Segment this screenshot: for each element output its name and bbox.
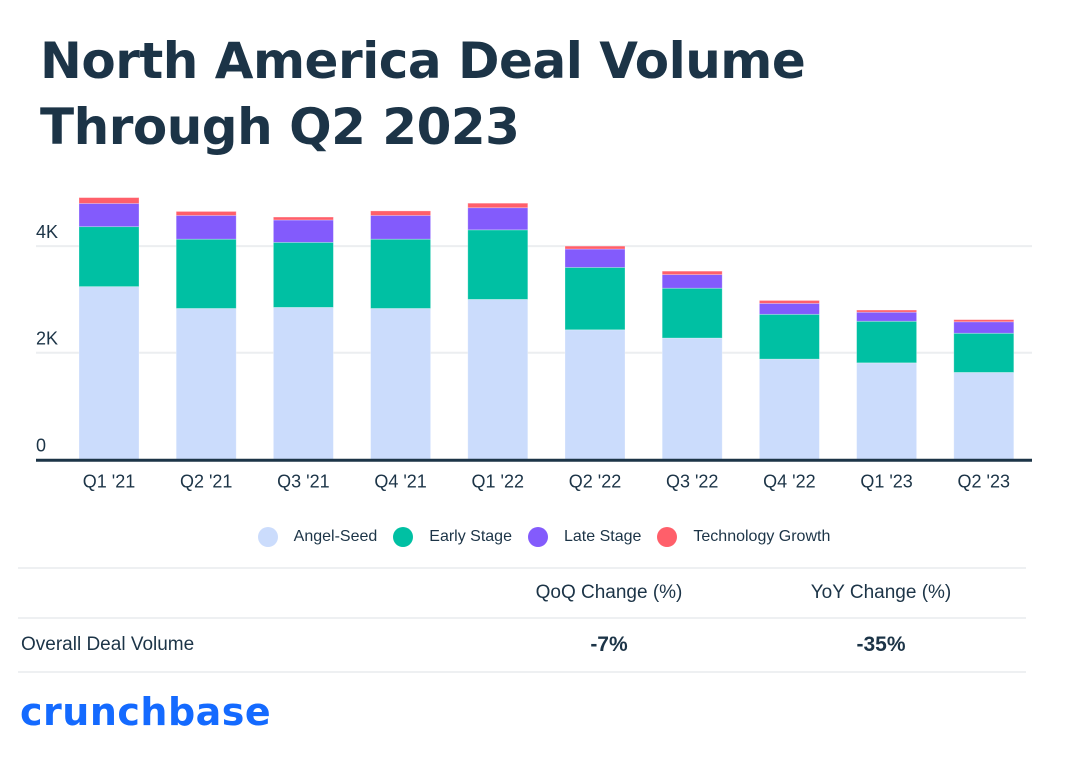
bar-segment-technology-growth[interactable] [467, 202, 529, 209]
bar-segment-early-stage[interactable] [564, 267, 626, 331]
bar-segment-angel-seed[interactable] [856, 362, 917, 460]
legend-item-technology-growth[interactable]: Technology Growth [657, 527, 830, 547]
bar-segment-technology-growth[interactable] [272, 216, 334, 221]
y-tick-label: 4K [36, 222, 58, 242]
bar-segment-late-stage[interactable] [175, 215, 237, 240]
bar-segment-technology-growth[interactable] [953, 319, 1015, 323]
bar-segment-early-stage[interactable] [467, 229, 529, 300]
stats-header-row: QoQ Change (%) YoY Change (%) [18, 567, 1026, 617]
legend-label: Late Stage [563, 528, 642, 545]
bar-segment-technology-growth[interactable] [175, 211, 237, 216]
chart-title: North America Deal Volume Through Q2 202… [40, 32, 806, 156]
bar-segment-angel-seed[interactable] [759, 358, 820, 460]
bar-segment-late-stage[interactable] [661, 274, 723, 289]
bar-segment-late-stage[interactable] [564, 248, 626, 268]
bar-segment-angel-seed[interactable] [564, 329, 626, 460]
bar-segment-angel-seed[interactable] [78, 286, 140, 460]
bar-segment-late-stage[interactable] [272, 219, 334, 243]
bar-segment-early-stage[interactable] [759, 313, 820, 360]
bar-segment-early-stage[interactable] [953, 332, 1015, 373]
bar-segment-early-stage[interactable] [661, 287, 723, 339]
x-tick-label: Q3 '22 [666, 471, 718, 491]
legend: Angel-Seed Early Stage Late Stage Techno… [0, 527, 1088, 547]
x-tick-label: Q1 '22 [472, 471, 524, 491]
y-tick-label: 0 [36, 435, 46, 455]
bar-segment-technology-growth[interactable] [661, 270, 723, 276]
bar-segment-early-stage[interactable] [856, 320, 917, 364]
bar-segment-technology-growth[interactable] [370, 210, 432, 216]
stats-row: Overall Deal Volume -7% -35% [18, 617, 1026, 673]
legend-item-angel-seed[interactable]: Angel-Seed [257, 527, 378, 547]
legend-swatch-early-stage [393, 527, 414, 547]
x-tick-label: Q1 '23 [860, 471, 912, 491]
x-tick-label: Q3 '21 [277, 471, 329, 491]
x-tick-label: Q2 '22 [569, 471, 621, 491]
stats-qoq-value: -7% [590, 633, 628, 656]
crunchbase-logo: crunchbase [20, 690, 272, 734]
bar-segment-angel-seed[interactable] [370, 308, 432, 460]
bar-segment-angel-seed[interactable] [272, 306, 334, 460]
bar-segment-late-stage[interactable] [370, 215, 432, 240]
bar-segment-technology-growth[interactable] [759, 300, 820, 304]
bar-segment-late-stage[interactable] [856, 311, 917, 322]
bar-segment-early-stage[interactable] [272, 241, 334, 308]
legend-swatch-angel-seed [257, 527, 278, 547]
bar-segment-angel-seed[interactable] [175, 308, 237, 460]
bar-segment-late-stage[interactable] [953, 321, 1015, 334]
bar-segment-early-stage[interactable] [175, 238, 237, 309]
bar-segment-technology-growth[interactable] [856, 309, 917, 313]
stats-row-label: Overall Deal Volume [21, 634, 195, 655]
stats-table: QoQ Change (%) YoY Change (%) Overall De… [18, 567, 1026, 673]
y-tick-label: 2K [36, 329, 58, 349]
legend-item-late-stage[interactable]: Late Stage [527, 527, 642, 547]
bar-segment-late-stage[interactable] [759, 302, 820, 315]
x-tick-label: Q4 '22 [763, 471, 815, 491]
bar-segment-late-stage[interactable] [78, 203, 140, 228]
legend-label: Technology Growth [693, 528, 831, 545]
legend-label: Early Stage [429, 528, 512, 545]
stacked-bar-chart: 0 2K 4K Q1 '21 Q2 '21 Q3 '21 Q4 '21 Q1 '22 Q2 '2… [36, 197, 1032, 491]
x-tick-label: Q2 '21 [180, 471, 232, 491]
legend-label: Angel-Seed [293, 528, 378, 545]
x-tick-label: Q4 '21 [374, 471, 426, 491]
x-tick-label: Q2 '23 [958, 471, 1010, 491]
stats-header-qoq: QoQ Change (%) [535, 582, 683, 603]
legend-swatch-late-stage [527, 527, 548, 547]
bar-segment-angel-seed[interactable] [953, 372, 1015, 460]
bar-segment-technology-growth[interactable] [564, 245, 626, 250]
stats-yoy-value: -35% [856, 633, 906, 656]
stats-header-yoy: YoY Change (%) [810, 582, 952, 603]
bar-segment-late-stage[interactable] [467, 207, 529, 231]
x-tick-label: Q1 '21 [83, 471, 135, 491]
legend-swatch-technology-growth [657, 527, 678, 547]
bar-segment-angel-seed[interactable] [467, 298, 529, 460]
bar-segment-early-stage[interactable] [370, 238, 432, 309]
bar-segment-technology-growth[interactable] [78, 197, 140, 204]
bar-segment-early-stage[interactable] [78, 226, 140, 288]
bar-segment-angel-seed[interactable] [661, 337, 723, 460]
legend-item-early-stage[interactable]: Early Stage [393, 527, 512, 547]
